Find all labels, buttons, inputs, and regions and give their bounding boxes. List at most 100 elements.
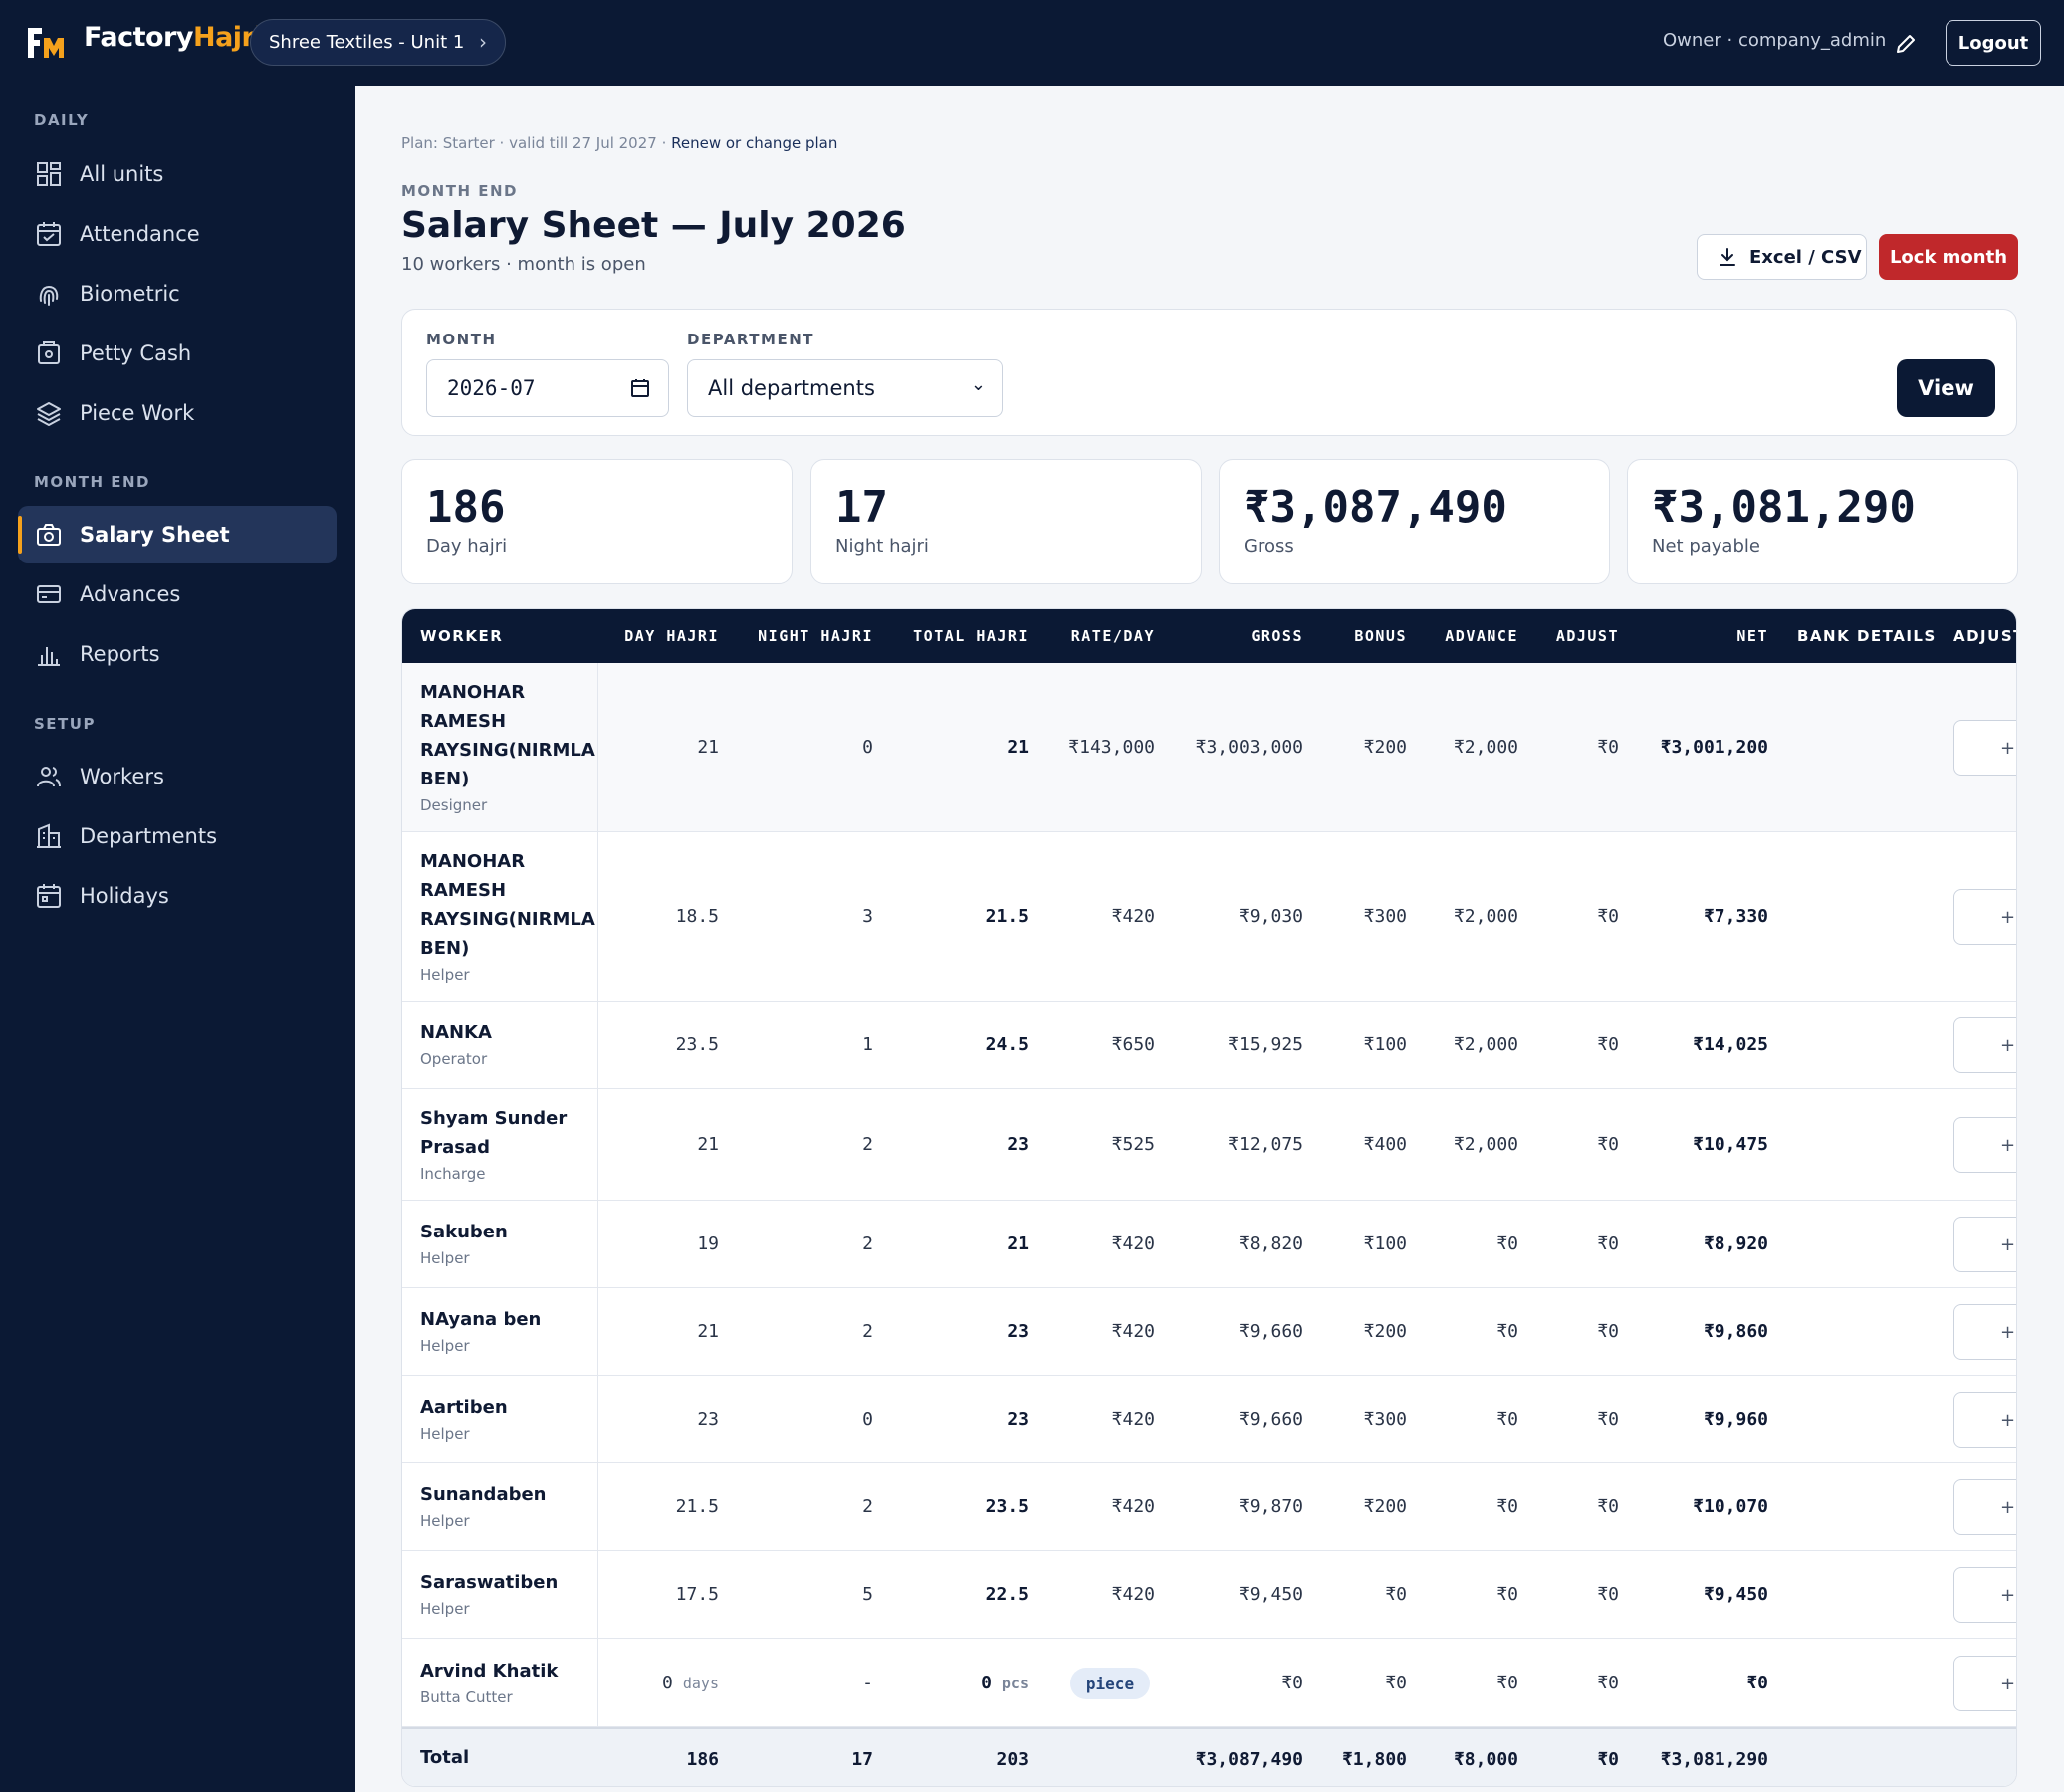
cell-adjust: ₹0 [1597,1321,1619,1342]
sidebar-item-label: Petty Cash [80,341,192,365]
worker-name[interactable]: Aartiben [420,1397,508,1418]
sidebar-item-attendance[interactable]: Attendance [18,205,337,263]
grid-icon [37,162,61,186]
sidebar-item-departments[interactable]: Departments [18,807,337,865]
adjust-row-button[interactable]: + [1953,1567,2016,1623]
sidebar-item-piece-work[interactable]: Piece Work [18,384,337,442]
cell-net: ₹9,450 [1704,1584,1768,1605]
renew-plan-link[interactable]: Renew or change plan [671,134,838,152]
worker-name[interactable]: MANOHAR RAMESH RAYSING(NIRMLA BEN) [420,682,595,789]
cell-value: 23.5 [985,1496,1029,1517]
adjust-row-button[interactable]: + [1953,1217,2016,1272]
worker-role: Incharge [420,1165,486,1183]
table-row: NAyana ben Helper 21 2 23 ₹420 ₹9,660 ₹200 ₹0 ₹0 ₹… [402,1288,2016,1376]
worker-name[interactable]: Saraswatiben [420,1572,559,1593]
adjust-row-button[interactable]: + [1953,1656,2016,1711]
excel-csv-button[interactable]: Excel / CSV [1697,234,1867,280]
adjust-row-button[interactable]: + [1953,1304,2016,1360]
cell-total: 23 [1007,1134,1029,1155]
worker-name[interactable]: NAyana ben [420,1309,542,1330]
adjust-row-button[interactable]: + [1953,1117,2016,1173]
cell-value: ₹14,025 [1693,1034,1768,1055]
cell-unit: pcs [1001,1675,1029,1692]
adjust-row-button[interactable]: + [1953,889,2016,945]
adjust-row-button[interactable]: + [1953,1479,2016,1535]
cell-value: ₹0 [1281,1673,1303,1693]
sidebar-item-reports[interactable]: Reports [18,625,337,683]
factoryhajri-logo-icon[interactable] [26,26,66,60]
total-adjust: ₹0 [1597,1749,1619,1770]
cell-adjust: ₹0 [1597,1233,1619,1254]
col-bonus: BONUS [1354,627,1407,645]
table-row: MANOHAR RAMESH RAYSING(NIRMLA BEN) Helper… [402,832,2016,1002]
sidebar-item-petty-cash[interactable]: Petty Cash [18,325,337,382]
sidebar-item-workers[interactable]: Workers [18,748,337,805]
cell-day: 21 [697,1321,719,1342]
adjust-row-button[interactable]: + [1953,720,2016,776]
sidebar-item-all-units[interactable]: All units [18,145,337,203]
users-icon [37,767,61,787]
cash-box-icon [38,341,60,364]
sidebar-item-label: Holidays [80,884,169,908]
unit-selector[interactable]: Shree Textiles - Unit 1 › [250,19,506,66]
cell-value: ₹420 [1111,1409,1155,1430]
cell-value: 2 [862,1134,873,1155]
stat-value: ₹3,081,290 [1652,482,1916,533]
lock-month-button[interactable]: Lock month [1879,234,2018,280]
fingerprint-icon [39,285,59,306]
cell-value: ₹0 [1496,1409,1518,1430]
cell-night: 1 [862,1034,873,1055]
sidebar-item-advances[interactable]: Advances [18,565,337,623]
calendar-picker-icon[interactable] [630,378,650,398]
table-row: Sunandaben Helper 21.5 2 23.5 ₹420 ₹9,870 ₹200 ₹… [402,1463,2016,1551]
logout-button[interactable]: Logout [1946,20,2041,66]
cell-value: 22.5 [985,1584,1029,1605]
department-select[interactable]: All departments ⌄ [687,359,1003,417]
cell-total: 23 [1007,1321,1029,1342]
sidebar-item-label: Biometric [80,282,180,306]
cell-adjust: ₹0 [1597,1496,1619,1517]
section-label-month-end: MONTH END [34,473,150,491]
worker-name[interactable]: NANKA [420,1022,492,1043]
sidebar-item-biometric[interactable]: Biometric [18,265,337,323]
cell-value: ₹100 [1363,1233,1407,1254]
cell-value: ₹9,450 [1238,1584,1303,1605]
cell-value: ₹9,660 [1238,1321,1303,1342]
total-net: ₹3,081,290 [1660,1749,1768,1770]
worker-name[interactable]: MANOHAR RAMESH RAYSING(NIRMLA BEN) [420,851,595,959]
cell-value: ₹420 [1111,1496,1155,1517]
sidebar-item-holidays[interactable]: Holidays [18,867,337,925]
worker-name[interactable]: Sakuben [420,1222,508,1242]
worker-name[interactable]: Shyam Sunder Prasad [420,1108,568,1158]
worker-name[interactable]: Sunandaben [420,1484,547,1505]
cell-total: 21 [1007,737,1029,758]
view-button[interactable]: View [1897,359,1995,417]
total-label: Total [420,1747,470,1768]
adjust-row-button[interactable]: + [1953,1017,2016,1073]
adjust-row-button[interactable]: + [1953,1392,2016,1448]
chevron-down-icon: ⌄ [970,374,986,395]
edit-pencil-icon[interactable] [1894,32,1918,56]
excel-csv-label: Excel / CSV [1749,246,1862,268]
cell-adjust: ₹0 [1597,1584,1619,1605]
brand-name[interactable]: FactoryHajri [84,22,264,53]
department-value: All departments [708,376,875,400]
cell-value: ₹9,660 [1238,1409,1303,1430]
sidebar-item-salary-sheet[interactable]: Salary Sheet [18,506,337,563]
worker-role: Helper [420,1425,470,1443]
month-value: 2026-07 [447,376,536,400]
cell-night: 2 [862,1233,873,1254]
cell-value: 21 [697,1134,719,1155]
cell-total: 24.5 [986,1034,1029,1055]
col-advance: ADVANCE [1445,627,1518,645]
cell-advance: ₹2,000 [1454,1134,1518,1155]
cell-value: 23 [1007,1409,1029,1430]
adjust-button-label: + [2000,1584,2016,1606]
worker-cell: MANOHAR RAMESH RAYSING(NIRMLA BEN) Design… [402,663,598,831]
stat-label: Night hajri [835,536,929,557]
cell-value: ₹0 [1597,1673,1619,1693]
sidebar: DAILY All units Attendance Biometric Pet… [0,86,355,1792]
worker-name[interactable]: Arvind Khatik [420,1661,559,1681]
cell-gross: ₹9,870 [1239,1496,1303,1517]
month-input[interactable]: 2026-07 [426,359,669,417]
